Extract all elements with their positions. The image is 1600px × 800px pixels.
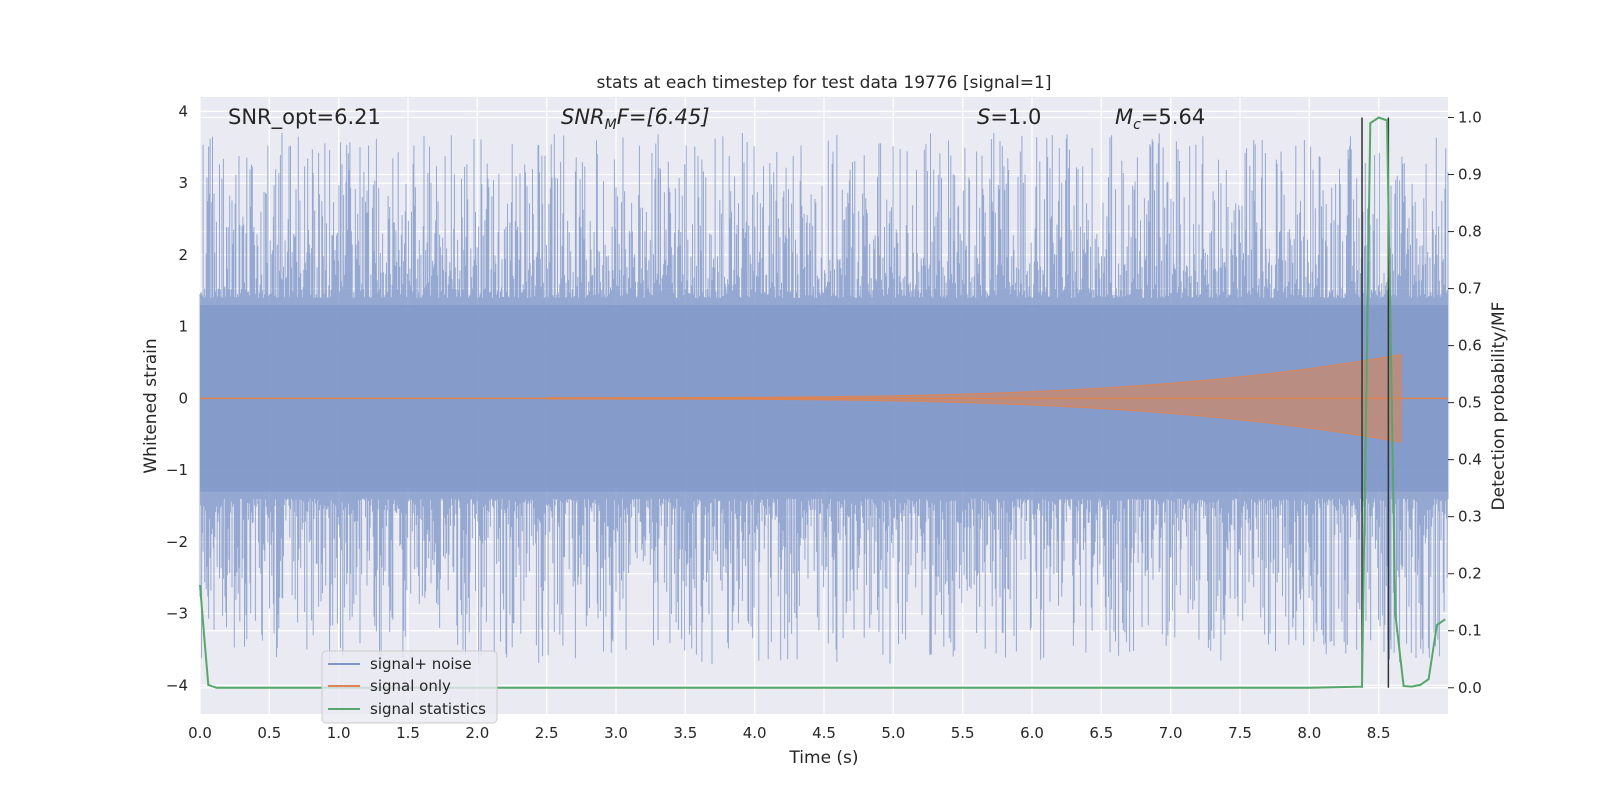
- x-tick-label: 8.0: [1297, 724, 1321, 742]
- y2-tick-label: 0.4: [1458, 451, 1482, 469]
- legend-label-stats: signal statistics: [370, 700, 486, 718]
- y2-tick-label: 0.3: [1458, 508, 1482, 526]
- y2-tick-label: 0.5: [1458, 394, 1482, 412]
- x-tick-label: 4.0: [743, 724, 767, 742]
- y2-tick-label: 0.8: [1458, 223, 1482, 241]
- y2-tick-label: 1.0: [1458, 109, 1482, 127]
- mc-annotation: Mc=5.64: [1115, 105, 1205, 133]
- legend-box: [321, 650, 498, 724]
- y2-axis-ticks: 1.0 0.9 0.8 0.7 0.6 0.5 0.4 0.3 0.2 0.1 0.0: [1448, 109, 1482, 697]
- x-tick-label: 7.5: [1228, 724, 1252, 742]
- s-annotation: S=1.0: [977, 105, 1041, 129]
- x-tick-label: 2.5: [535, 724, 559, 742]
- chart-title: stats at each timestep for test data 197…: [597, 73, 1052, 93]
- x-tick-label: 3.5: [673, 724, 697, 742]
- x-tick-label: 0.5: [257, 724, 281, 742]
- y2-tick-label: 0.2: [1458, 565, 1482, 583]
- y-tick-label: −1: [166, 461, 188, 479]
- series-signal-statistics: [199, 116, 1446, 689]
- signal-chirp: [546, 354, 1402, 443]
- x-tick-label: 6.5: [1089, 724, 1113, 742]
- y2-axis-label: Detection probability/MF: [1489, 302, 1509, 511]
- x-axis-label: Time (s): [788, 748, 858, 768]
- y-axis-label: Whitened strain: [141, 338, 161, 473]
- legend-label-noise: signal+ noise: [370, 655, 472, 673]
- x-tick-label: 4.5: [812, 724, 836, 742]
- x-tick-label: 1.0: [327, 724, 351, 742]
- x-tick-label: 7.0: [1159, 724, 1183, 742]
- y-axis-ticks: 4 3 2 1 0 −1 −2 −3 −4: [166, 102, 188, 694]
- y-tick-label: −2: [166, 533, 188, 551]
- y-tick-label: 0: [178, 389, 188, 407]
- y-tick-label: 1: [178, 318, 188, 336]
- x-tick-label: 1.5: [396, 724, 420, 742]
- y-tick-label: 3: [178, 174, 188, 192]
- y2-tick-label: 0.1: [1458, 622, 1482, 640]
- x-axis-ticks: 0.0 0.5 1.0 1.5 2.0 2.5 3.0 3.5 4.0 4.5 5.0 5.5 6.0 6…: [188, 724, 1391, 742]
- snr-opt-annotation: SNR_opt=6.21: [228, 105, 381, 130]
- y2-tick-label: 0.0: [1458, 679, 1482, 697]
- y-tick-label: −3: [166, 605, 188, 623]
- snr-mf-annotation: SNRMF=[6.45]: [561, 105, 710, 133]
- x-tick-label: 0.0: [188, 724, 212, 742]
- x-tick-label: 5.0: [881, 724, 905, 742]
- x-tick-label: 5.5: [951, 724, 975, 742]
- x-tick-label: 2.0: [465, 724, 489, 742]
- y-tick-label: 2: [178, 246, 188, 264]
- y2-tick-label: 0.7: [1458, 280, 1482, 298]
- y-tick-label: −4: [166, 676, 188, 694]
- stats-line: [199, 116, 1446, 689]
- x-tick-label: 3.0: [604, 724, 628, 742]
- series-signal-only: [200, 354, 1448, 443]
- legend: signal+ noise signal only signal statist…: [321, 650, 498, 724]
- y-tick-label: 4: [178, 102, 188, 120]
- x-tick-label: 6.0: [1020, 724, 1044, 742]
- y2-tick-label: 0.6: [1458, 337, 1482, 355]
- x-tick-label: 8.5: [1367, 724, 1391, 742]
- legend-label-signal: signal only: [370, 677, 451, 695]
- y2-tick-label: 0.9: [1458, 166, 1482, 184]
